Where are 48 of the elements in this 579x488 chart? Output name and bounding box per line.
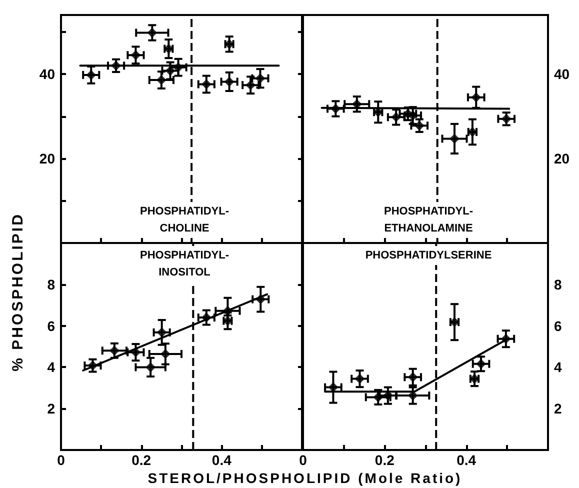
y-tick-label: 2 — [554, 400, 562, 417]
point — [156, 75, 166, 86]
point — [224, 76, 234, 87]
point — [255, 73, 266, 84]
x-tick-label: 0 — [299, 452, 308, 468]
point — [160, 348, 170, 359]
y-tick-label: 4 — [554, 359, 562, 376]
text: PHOSPHATIDYL- ETHANOLAMINE — [384, 206, 474, 234]
x-tick-label: 0.2 — [132, 452, 152, 468]
point — [201, 312, 212, 323]
y-tick-label: 6 — [47, 318, 56, 334]
point — [146, 362, 156, 372]
point — [88, 360, 98, 371]
text: PHOSPHATIDYLSERINE — [365, 250, 492, 262]
text: PHOSPHATIDYL- CHOLINE — [140, 206, 230, 234]
y-tick-label: 8 — [47, 276, 56, 292]
y-tick-label: 6 — [554, 318, 562, 334]
x-tick-label: 0.4 — [456, 452, 476, 468]
point — [391, 112, 402, 122]
point — [86, 70, 96, 80]
point — [173, 62, 184, 72]
point — [165, 66, 176, 76]
y-tick-label: 20 — [39, 150, 56, 167]
point — [471, 92, 482, 102]
point — [449, 134, 460, 144]
y-tick-label: 4 — [47, 359, 56, 376]
point — [256, 294, 266, 304]
y-tick-label: 20 — [554, 150, 570, 167]
point — [130, 50, 141, 60]
y-tick-label: 2 — [47, 400, 56, 417]
y-axis-title: % PHOSPHOLIPID — [10, 212, 26, 372]
point — [109, 346, 120, 356]
x-tick-label: 0 — [57, 452, 66, 468]
x-axis-title: STEROL/PHOSPHOLIPID (Mole Ratio) — [148, 470, 462, 486]
point — [476, 358, 486, 369]
point — [201, 79, 212, 90]
point — [156, 327, 167, 338]
text: PHOSPHATIDYL- INOSITOL — [140, 250, 230, 278]
point — [328, 382, 338, 392]
y-tick-label: 40 — [39, 66, 56, 82]
x-tick-label: 0.2 — [374, 452, 395, 468]
point — [147, 28, 158, 38]
point — [246, 80, 256, 90]
y-tick-label: 40 — [554, 66, 570, 82]
y-tick-label: 8 — [554, 276, 562, 292]
point — [330, 104, 341, 114]
point — [111, 60, 122, 71]
x-tick-label: 0.4 — [212, 452, 232, 468]
